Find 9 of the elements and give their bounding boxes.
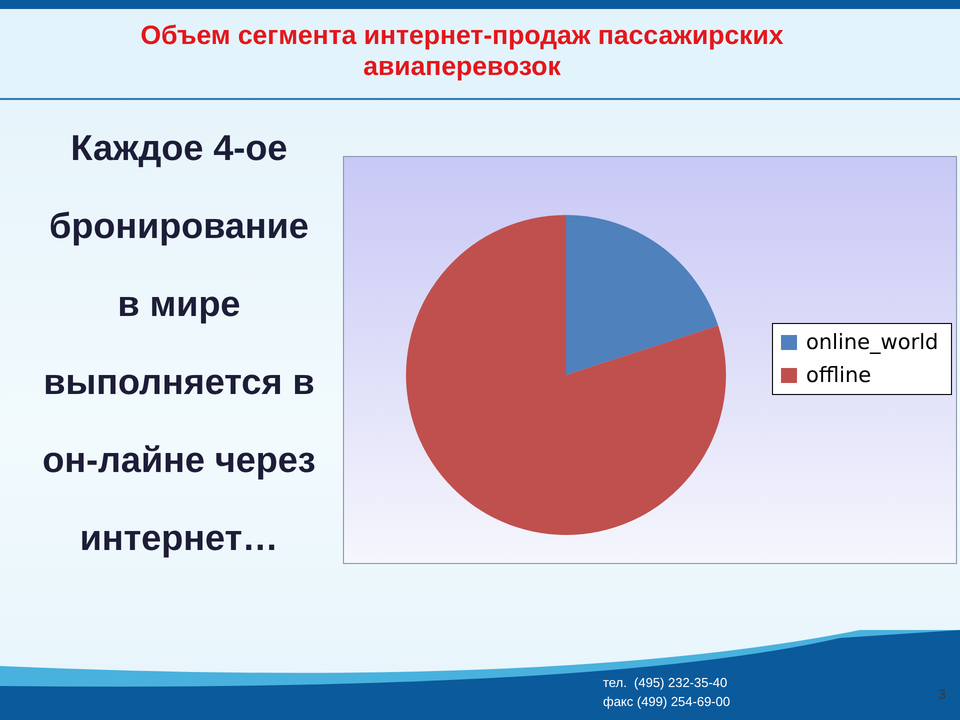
text: тел. (495) 232-35-40 — [603, 675, 728, 690]
chart-title: Объем сегмента интернет-продаж пассажирских авиаперевозок — [140, 20, 784, 82]
text: факс (499) 254-69-00 — [603, 694, 730, 709]
pie-slice — [406, 215, 726, 535]
text: Каждое 4-ое бронирование в мире выполняется в он-лайне через интернет… — [41, 126, 317, 560]
text: 3 — [938, 686, 946, 702]
legend-label: online_world — [806, 329, 938, 356]
legend-label: offline — [806, 362, 872, 389]
pie-slice — [566, 215, 718, 375]
